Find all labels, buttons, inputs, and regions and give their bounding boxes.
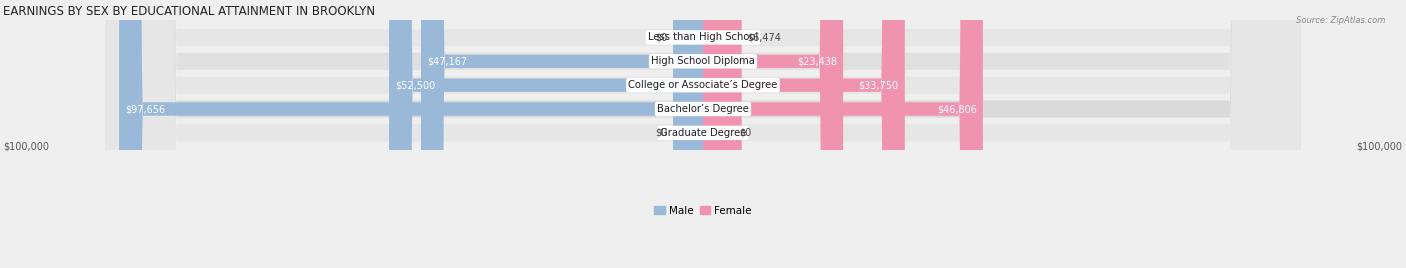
FancyBboxPatch shape: [420, 0, 703, 268]
Text: $0: $0: [740, 128, 751, 138]
Text: $52,500: $52,500: [395, 80, 436, 90]
FancyBboxPatch shape: [673, 0, 703, 268]
Text: $6,474: $6,474: [748, 32, 782, 42]
FancyBboxPatch shape: [105, 0, 1301, 268]
FancyBboxPatch shape: [673, 0, 703, 268]
Text: $100,000: $100,000: [1357, 142, 1403, 152]
Text: $33,750: $33,750: [859, 80, 898, 90]
Text: Less than High School: Less than High School: [648, 32, 758, 42]
Text: $0: $0: [655, 128, 666, 138]
FancyBboxPatch shape: [105, 0, 1301, 268]
FancyBboxPatch shape: [703, 0, 844, 268]
FancyBboxPatch shape: [703, 0, 905, 268]
Text: College or Associate’s Degree: College or Associate’s Degree: [628, 80, 778, 90]
FancyBboxPatch shape: [703, 0, 983, 268]
Text: $100,000: $100,000: [3, 142, 49, 152]
FancyBboxPatch shape: [120, 0, 703, 268]
FancyBboxPatch shape: [105, 0, 1301, 268]
FancyBboxPatch shape: [105, 0, 1301, 268]
FancyBboxPatch shape: [389, 0, 703, 268]
Text: EARNINGS BY SEX BY EDUCATIONAL ATTAINMENT IN BROOKLYN: EARNINGS BY SEX BY EDUCATIONAL ATTAINMEN…: [3, 5, 375, 18]
Text: High School Diploma: High School Diploma: [651, 56, 755, 66]
FancyBboxPatch shape: [105, 0, 1301, 268]
Text: Bachelor’s Degree: Bachelor’s Degree: [657, 104, 749, 114]
Text: Source: ZipAtlas.com: Source: ZipAtlas.com: [1295, 16, 1385, 25]
Text: $97,656: $97,656: [125, 104, 166, 114]
FancyBboxPatch shape: [703, 0, 742, 268]
Text: $0: $0: [655, 32, 666, 42]
Text: Graduate Degree: Graduate Degree: [659, 128, 747, 138]
Text: $47,167: $47,167: [427, 56, 467, 66]
Text: $46,806: $46,806: [936, 104, 977, 114]
FancyBboxPatch shape: [703, 0, 733, 268]
Legend: Male, Female: Male, Female: [650, 202, 756, 220]
Text: $23,438: $23,438: [797, 56, 837, 66]
